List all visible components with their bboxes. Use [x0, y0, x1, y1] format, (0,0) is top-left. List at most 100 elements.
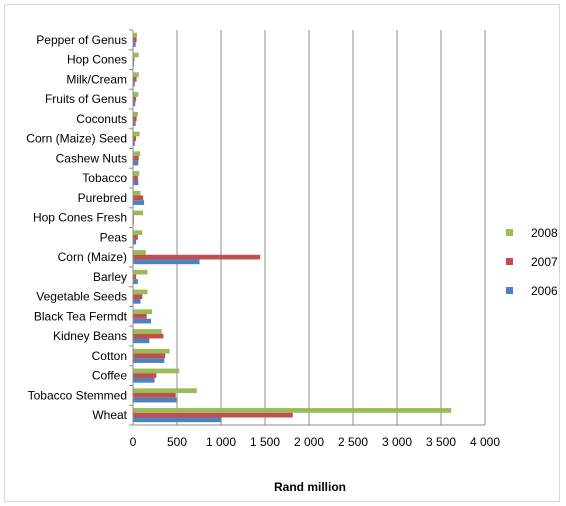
bar-2007 — [133, 393, 176, 398]
x-tick-label: 0 — [130, 435, 137, 449]
category-label: Milk/Cream — [66, 72, 127, 86]
bar-2008 — [133, 368, 180, 374]
bar-2008 — [133, 111, 138, 117]
legend-swatch-2007 — [506, 258, 513, 265]
category-label: Wheat — [92, 408, 127, 422]
bar-2006 — [133, 417, 222, 423]
bar-2008 — [133, 388, 197, 394]
x-tick-label: 3 500 — [426, 435, 456, 449]
legend-swatch-2006 — [506, 287, 513, 294]
bar-2007 — [133, 274, 137, 280]
bar-2008 — [133, 348, 170, 354]
x-tick-labels: 0 500 1 000 1 500 2 000 2 500 3 000 3 500 4 000 — [130, 435, 501, 449]
legend-label-2008: 2008 — [531, 226, 558, 240]
bar-2006 — [133, 81, 135, 87]
x-tick-label: 1 500 — [250, 435, 280, 449]
bar-2007 — [133, 235, 138, 240]
bar-2006 — [133, 42, 136, 47]
category-label: Tobacco Stemmed — [28, 388, 127, 402]
category-label: Fruits of Genus — [45, 92, 127, 106]
category-label: Hop Cones — [67, 53, 127, 67]
x-tick-label: 4 000 — [470, 435, 500, 449]
bar-2008 — [133, 151, 141, 157]
category-label: Corn (Maize) — [58, 250, 127, 264]
legend-label-2007: 2007 — [531, 255, 558, 269]
category-label: Hop Cones Fresh — [33, 211, 127, 225]
category-label: Coconuts — [76, 112, 127, 126]
bar-2007 — [133, 195, 144, 201]
category-label: Corn (Maize) Seed — [26, 132, 127, 146]
bar-2007 — [133, 136, 137, 141]
bar-2007 — [133, 353, 166, 359]
bar-2007 — [133, 156, 139, 161]
category-label: Kidney Beans — [53, 329, 127, 343]
category-label: Tobacco — [82, 171, 127, 185]
bar-2006 — [133, 318, 152, 324]
bar-2008 — [133, 190, 141, 196]
x-tick-label: 1 000 — [206, 435, 236, 449]
bar-2006 — [133, 298, 141, 304]
bar-2006 — [133, 358, 165, 363]
bar-2006 — [133, 338, 150, 344]
legend: 2008 2007 2006 — [506, 226, 558, 298]
bar-2008 — [133, 52, 139, 58]
bar-2006 — [133, 160, 139, 166]
bar-2008 — [133, 92, 139, 97]
bar-2006 — [133, 101, 136, 107]
bar-2007 — [133, 314, 147, 319]
category-label: Cotton — [92, 349, 127, 363]
bar-2008 — [133, 269, 148, 275]
bar-2008 — [133, 171, 140, 176]
bar-2006 — [133, 259, 200, 265]
bars — [133, 32, 452, 423]
bar-2008 — [133, 250, 146, 255]
chart-frame — [4, 4, 560, 502]
bar-2008 — [133, 72, 139, 78]
bar-2007 — [133, 412, 293, 418]
bar-2007 — [133, 254, 261, 260]
axes — [129, 29, 485, 426]
category-label: Vegetable Seeds — [36, 290, 127, 304]
legend-swatch-2008 — [506, 229, 513, 236]
bar-2007 — [133, 373, 157, 378]
bar-2008 — [133, 289, 148, 295]
bar-2006 — [133, 180, 139, 186]
bar-2006 — [133, 377, 155, 383]
bar-2008 — [133, 210, 144, 216]
category-label: Pepper of Genus — [36, 33, 127, 47]
bar-2006 — [133, 279, 138, 284]
category-label: Peas — [100, 230, 127, 244]
bar-2007 — [133, 175, 138, 181]
category-label: Black Tea Fermdt — [34, 309, 128, 323]
x-tick-label: 3 000 — [382, 435, 412, 449]
bar-2008 — [133, 329, 162, 334]
category-label: Barley — [93, 270, 127, 284]
bar-2006 — [133, 121, 136, 126]
bar-2007 — [133, 77, 137, 82]
bar-2007 — [133, 57, 135, 62]
category-label: Purebred — [78, 191, 127, 205]
bar-2008 — [133, 32, 138, 38]
x-axis-title: Rand million — [274, 480, 346, 494]
bar-2008 — [133, 408, 452, 413]
category-label: Cashew Nuts — [56, 151, 127, 165]
category-labels: Pepper of Genus Hop Cones Milk/Cream Fruits… — [26, 33, 127, 422]
gridlines — [176, 30, 486, 425]
bar-2006 — [133, 397, 177, 403]
bar-2006 — [133, 140, 135, 146]
bar-2007 — [133, 294, 143, 299]
category-label: Coffee — [92, 369, 127, 383]
x-tick-label: 500 — [167, 435, 187, 449]
x-tick-label: 2 500 — [338, 435, 368, 449]
x-tick-label: 2 000 — [294, 435, 324, 449]
bar-2008 — [133, 230, 143, 236]
bar-2008 — [133, 309, 152, 315]
bar-2007 — [133, 37, 137, 43]
bar-2006 — [133, 239, 137, 245]
bar-2008 — [133, 131, 140, 137]
bar-2007 — [133, 333, 164, 339]
bar-2007 — [133, 96, 137, 102]
bar-2006 — [133, 200, 145, 205]
legend-label-2006: 2006 — [531, 284, 558, 298]
